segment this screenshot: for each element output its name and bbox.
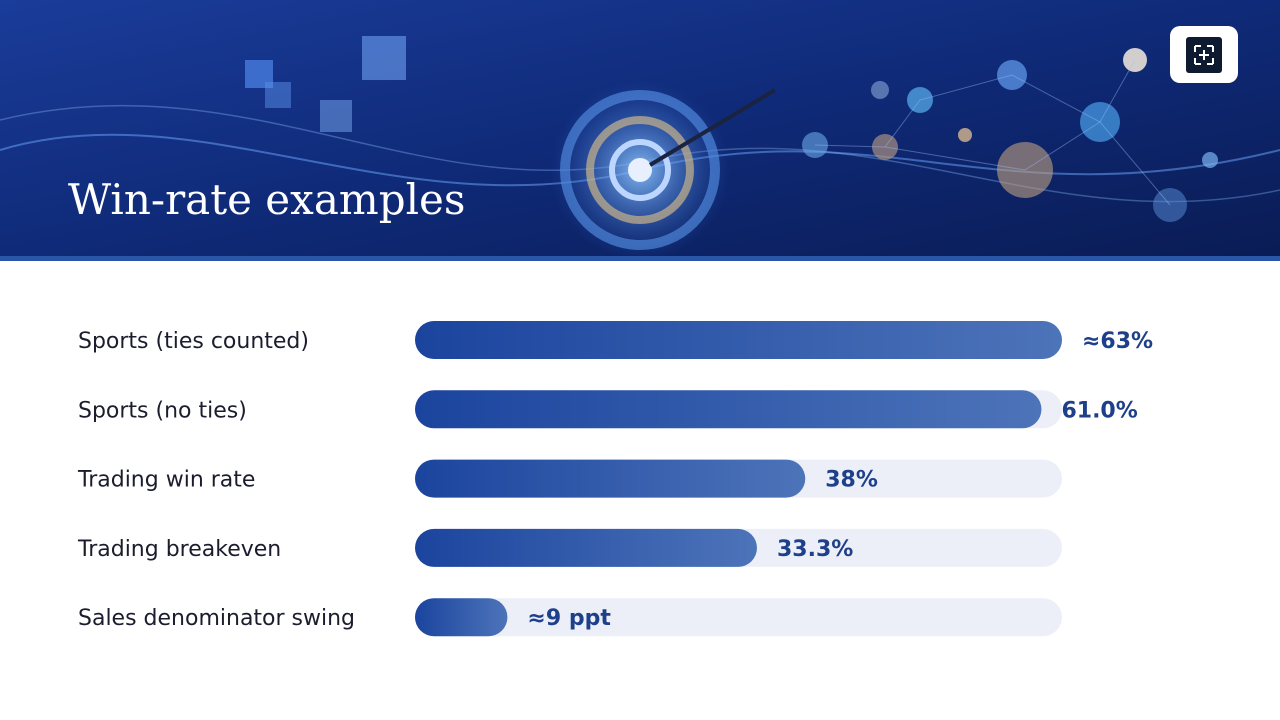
bar xyxy=(415,598,508,637)
category-label: Sales denominator swing xyxy=(78,606,355,631)
app-icon[interactable] xyxy=(1170,26,1238,83)
bar xyxy=(415,528,757,567)
category-label: Sports (no ties) xyxy=(78,398,247,423)
bar-track xyxy=(415,598,1062,637)
chart: Sports (ties counted) ≈63% Sports (no ties… xyxy=(77,321,1153,637)
bar xyxy=(415,321,1062,359)
value-label: 33.3% xyxy=(777,537,853,562)
bar xyxy=(415,390,1042,429)
category-label: Sports (ties counted) xyxy=(78,329,309,354)
category-label: Trading breakeven xyxy=(77,537,281,562)
value-label: ≈63% xyxy=(1082,329,1153,354)
category-label: Trading win rate xyxy=(77,468,255,493)
banner: Win-rate examples xyxy=(0,0,1280,261)
value-label: ≈9 ppt xyxy=(527,606,611,631)
bar xyxy=(415,459,806,498)
slide-title: Win-rate examples xyxy=(68,175,465,224)
value-label: 61.0% xyxy=(1061,398,1137,423)
value-label: 38% xyxy=(825,468,878,493)
